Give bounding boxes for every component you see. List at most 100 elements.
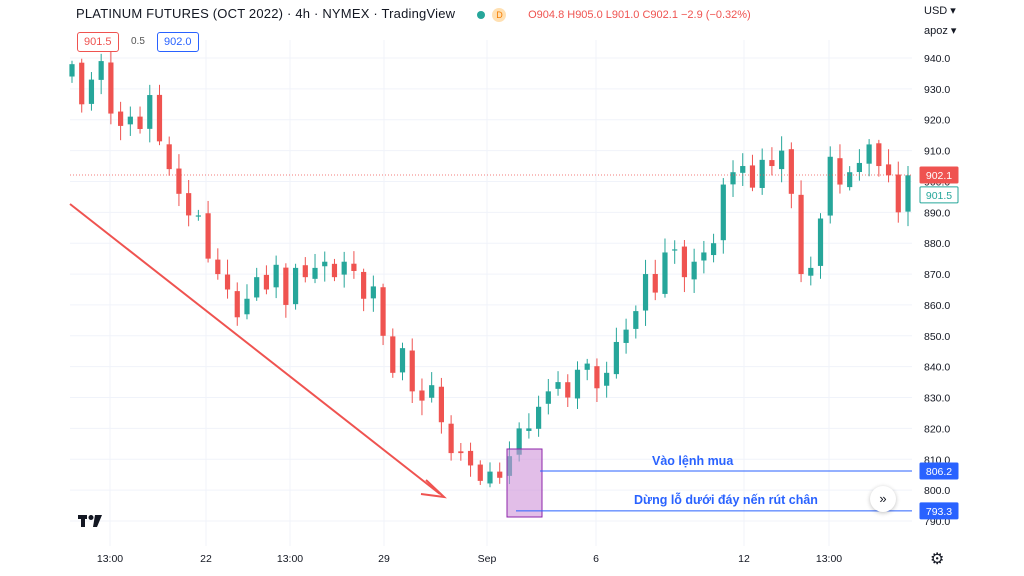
price-label-box <box>919 462 959 480</box>
candle-body <box>574 369 581 399</box>
y-tick-label: 920.0 <box>924 115 950 127</box>
y-tick-label: 860.0 <box>924 300 950 312</box>
candle-body <box>545 391 551 404</box>
candle-body <box>516 428 522 455</box>
y-tick-label: 800.0 <box>924 485 950 497</box>
y-tick-label: 880.0 <box>924 238 950 250</box>
candle-body <box>905 175 911 212</box>
candle-body <box>399 348 406 373</box>
candle-body <box>497 471 503 478</box>
candle-body <box>740 166 746 173</box>
y-tick-label: 840.0 <box>924 362 950 374</box>
candle-body <box>429 385 435 398</box>
x-tick-label: 6 <box>593 553 599 565</box>
candle-body <box>885 164 892 176</box>
candle-body <box>186 193 192 216</box>
candle-body <box>672 249 678 251</box>
candle-body <box>808 267 814 276</box>
candle-body <box>701 252 707 261</box>
candle-body <box>720 184 726 241</box>
candle-body <box>536 406 542 429</box>
price-label-box <box>919 186 959 204</box>
candle-body <box>876 143 882 167</box>
candle-body <box>817 218 824 266</box>
candle-body <box>438 386 444 423</box>
candle-body <box>331 263 338 278</box>
candle-body <box>458 451 464 454</box>
candle-body <box>98 61 104 80</box>
candle-body <box>633 311 639 329</box>
candle-body <box>487 471 493 484</box>
double-chevron-right-icon[interactable]: » <box>870 486 896 512</box>
arrow-head-icon <box>420 479 447 499</box>
candle-body <box>895 174 901 213</box>
candle-body <box>205 213 211 259</box>
candle-body <box>642 274 649 311</box>
price-label: 793.3 <box>926 506 952 518</box>
candle-body <box>283 267 289 305</box>
candle-body <box>156 94 163 142</box>
candle-body <box>837 158 843 185</box>
chevron-down-icon: ▾ <box>950 5 956 17</box>
x-tick-label: 12 <box>738 553 750 565</box>
candle-body <box>341 261 347 275</box>
candle-body <box>312 267 318 279</box>
candle-body <box>108 62 114 114</box>
candle-body <box>477 464 483 481</box>
unit-selector[interactable]: apoz ▾ <box>924 24 956 37</box>
candle-body <box>137 116 143 129</box>
candle-body <box>448 423 454 454</box>
candle-body <box>234 291 240 318</box>
candle-body <box>224 274 231 290</box>
candle-body <box>856 162 862 173</box>
candle-body <box>351 263 357 271</box>
candle-body <box>215 259 221 275</box>
candle-body <box>769 160 775 167</box>
candle-body <box>604 372 610 386</box>
candle-body <box>88 79 95 104</box>
x-tick-label: 29 <box>378 553 390 565</box>
unit-label: apoz <box>924 25 948 37</box>
candle-body <box>594 366 600 389</box>
currency-label: USD <box>924 5 948 17</box>
candle-body <box>662 252 668 294</box>
downtrend-arrow <box>69 203 441 495</box>
market-status-dot-icon <box>476 10 485 19</box>
candle-body <box>195 215 201 217</box>
candle-body <box>79 62 85 105</box>
d-badge[interactable]: D <box>492 7 507 22</box>
candle-body <box>613 341 619 375</box>
candle-body <box>730 172 736 185</box>
candle-body <box>69 64 75 77</box>
sell-price-button[interactable]: 901.5 <box>77 32 119 52</box>
candle-body <box>390 336 396 373</box>
chart-title: PLATINUM FUTURES (OCT 2022) · 4h · NYMEX… <box>76 6 456 21</box>
price-label-box <box>919 502 959 520</box>
candle-body <box>847 172 853 188</box>
gear-icon[interactable]: ⚙ <box>930 551 945 568</box>
candle-body <box>370 286 376 299</box>
candle-body <box>691 261 697 280</box>
candle-body <box>273 264 279 288</box>
tradingview-logo-icon[interactable] <box>78 514 106 530</box>
price-label: 901.5 <box>926 190 952 202</box>
candle-body <box>263 274 270 290</box>
annotation-stop-loss: Dừng lỗ dưới đáy nến rút chân <box>634 492 818 507</box>
candle-body <box>467 450 474 466</box>
candle-body <box>292 267 299 305</box>
candle-body <box>176 168 182 194</box>
currency-selector[interactable]: USD ▾ <box>924 4 956 17</box>
candle-body <box>127 116 133 125</box>
candle-body <box>565 382 571 398</box>
candle-body <box>526 428 532 431</box>
candle-body <box>759 159 765 188</box>
candle-body <box>866 144 872 164</box>
y-tick-label: 830.0 <box>924 393 950 405</box>
x-tick-label: 13:00 <box>97 553 123 565</box>
candle-body <box>380 287 386 336</box>
y-tick-label: 940.0 <box>924 53 950 65</box>
buy-price-button[interactable]: 902.0 <box>157 32 199 52</box>
candle-body <box>710 243 717 256</box>
candle-body <box>166 144 172 170</box>
